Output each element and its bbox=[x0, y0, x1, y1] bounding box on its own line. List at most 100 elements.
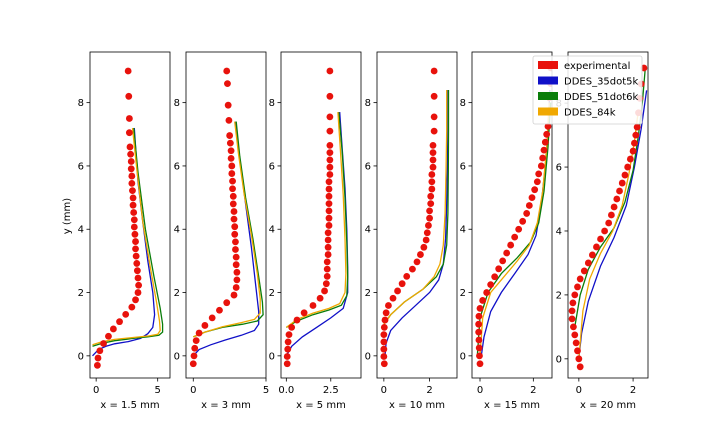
experimental-point bbox=[326, 163, 334, 171]
experimental-point bbox=[131, 230, 139, 238]
experimental-point bbox=[226, 139, 234, 147]
x-tick-label: 0 bbox=[93, 385, 99, 396]
x-axis-label: x = 10 mm bbox=[389, 400, 445, 411]
experimental-point bbox=[539, 154, 547, 162]
experimental-point bbox=[127, 150, 135, 158]
experimental-point bbox=[94, 354, 102, 362]
subplot-3: 0 2 4 6 8 0.0 2.5 x = 5 mm bbox=[269, 51, 362, 411]
y-tick-label: 8 bbox=[78, 98, 84, 109]
x-tick-label: 2 bbox=[426, 385, 432, 396]
experimental-point bbox=[325, 214, 333, 222]
experimental-point bbox=[543, 130, 551, 138]
experimental-point bbox=[403, 273, 411, 280]
series-line-DDES_84k bbox=[578, 109, 640, 359]
legend: experimental DDES_35dot5k DDES_51dot6k DDES… bbox=[532, 55, 643, 125]
y-tick-label: 2 bbox=[78, 288, 84, 299]
experimental-point bbox=[323, 265, 331, 273]
experimental-point bbox=[626, 155, 634, 163]
experimental-point bbox=[189, 360, 197, 368]
y-tick-label: 4 bbox=[556, 226, 562, 237]
experimental-point bbox=[226, 132, 234, 139]
experimental-point bbox=[208, 314, 216, 322]
experimental-point bbox=[528, 194, 536, 201]
experimental-point bbox=[382, 309, 390, 317]
experimental-point bbox=[429, 163, 437, 171]
series-line-DDES_51dot6k bbox=[476, 102, 552, 356]
x-tick-label: 2.5 bbox=[323, 385, 339, 396]
experimental-point bbox=[422, 236, 430, 244]
experimental-point bbox=[227, 147, 235, 155]
experimental-point bbox=[420, 243, 428, 251]
experimental-point bbox=[381, 316, 389, 324]
experimental-point bbox=[385, 302, 392, 309]
experimental-point bbox=[515, 225, 523, 233]
experimental-point bbox=[283, 353, 291, 360]
subplot-5: 0 2 4 6 8 0 2 x = 15 mm bbox=[460, 51, 553, 411]
y-tick-label: 6 bbox=[365, 161, 371, 172]
y-tick-label: 6 bbox=[174, 161, 180, 172]
experimental-point bbox=[380, 338, 388, 346]
experimental-point bbox=[533, 178, 541, 186]
experimental-point bbox=[105, 332, 112, 340]
y-tick-label: 8 bbox=[365, 98, 371, 109]
experimental-point bbox=[324, 236, 332, 244]
experimental-point bbox=[426, 207, 433, 215]
series-line-DDES_84k bbox=[92, 127, 161, 346]
experimental-point bbox=[233, 276, 241, 284]
experimental-point bbox=[134, 274, 142, 282]
legend-swatch bbox=[538, 92, 558, 100]
plot-area bbox=[283, 67, 349, 368]
experimental-point bbox=[130, 209, 138, 216]
axes-frame bbox=[89, 51, 171, 379]
experimental-point bbox=[325, 207, 333, 215]
legend-label: experimental bbox=[564, 61, 630, 72]
experimental-point bbox=[323, 273, 331, 280]
experimental-point bbox=[618, 179, 626, 187]
y-tick-label: 2 bbox=[365, 288, 371, 299]
y-tick-label: 2 bbox=[556, 290, 562, 301]
experimental-point bbox=[231, 230, 239, 238]
experimental-point bbox=[133, 267, 141, 275]
plot-area bbox=[475, 64, 552, 368]
experimental-point bbox=[225, 116, 233, 124]
experimental-point bbox=[428, 178, 436, 186]
x-axis-label: x = 5 mm bbox=[296, 400, 346, 411]
experimental-point bbox=[413, 258, 421, 266]
y-tick-label: 0 bbox=[460, 351, 466, 362]
experimental-point bbox=[605, 219, 613, 227]
experimental-point bbox=[540, 146, 548, 154]
experimental-point bbox=[380, 353, 388, 360]
experimental-point bbox=[128, 172, 136, 180]
y-tick-label: 4 bbox=[365, 225, 371, 236]
experimental-point bbox=[426, 214, 433, 222]
experimental-point bbox=[499, 257, 507, 265]
y-tick-label: 8 bbox=[269, 98, 275, 109]
experimental-point bbox=[127, 158, 135, 165]
experimental-point bbox=[132, 245, 139, 253]
y-tick-label: 8 bbox=[460, 98, 466, 109]
experimental-point bbox=[479, 297, 487, 304]
x-tick-label: 5 bbox=[155, 385, 161, 396]
experimental-point bbox=[541, 138, 549, 146]
experimental-point bbox=[633, 123, 641, 131]
experimental-point bbox=[321, 287, 328, 295]
subplot-1: 0 2 4 6 8 0 5 x = 1.5 mm bbox=[78, 51, 171, 411]
x-axis-label: x = 20 mm bbox=[580, 400, 636, 411]
experimental-point bbox=[495, 265, 503, 273]
y-tick-label: 4 bbox=[460, 225, 466, 236]
experimental-point bbox=[430, 127, 438, 135]
y-tick-label: 4 bbox=[269, 225, 275, 236]
experimental-point bbox=[201, 322, 209, 329]
experimental-point bbox=[129, 201, 137, 209]
legend-box bbox=[532, 55, 643, 125]
experimental-point bbox=[568, 315, 576, 323]
experimental-point bbox=[571, 331, 579, 339]
experimental-point bbox=[124, 67, 132, 75]
experimental-point bbox=[491, 273, 499, 281]
experimental-point bbox=[125, 92, 133, 100]
experimental-point bbox=[632, 131, 640, 139]
experimental-point bbox=[230, 215, 238, 223]
experimental-point bbox=[616, 187, 623, 195]
